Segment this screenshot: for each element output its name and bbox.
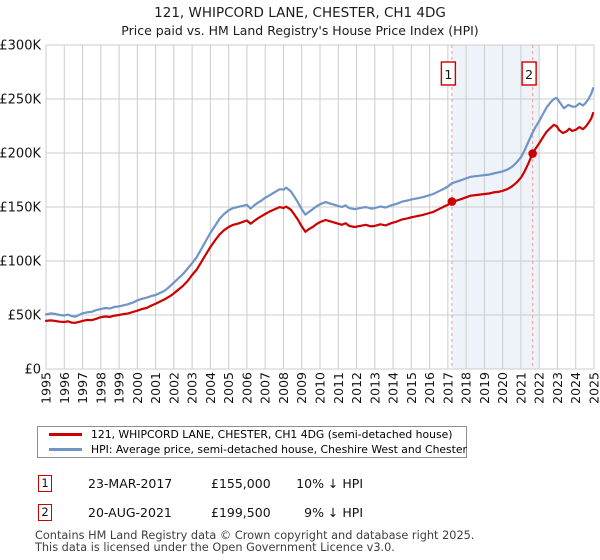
x-axis-label: 2018	[459, 372, 474, 404]
x-axis-label: 2024	[568, 372, 583, 404]
footnote-line-2: This data is licensed under the Open Gov…	[35, 540, 395, 554]
y-axis-label: £300K	[0, 39, 41, 54]
y-axis-label: £250K	[0, 93, 41, 108]
x-axis-label: 2011	[331, 372, 346, 404]
x-axis-label: 2012	[349, 372, 364, 404]
y-axis-label: £0	[24, 363, 41, 378]
sale-record-1: 1 23-MAR-2017 £155,000 10% ↓ HPI	[0, 475, 600, 495]
x-axis-label: 2020	[495, 372, 510, 404]
x-axis-label: 2004	[203, 372, 218, 404]
sale-1-price: £155,000	[211, 476, 271, 491]
hpi-line-swatch	[49, 448, 82, 451]
x-axis-label: 2022	[532, 372, 547, 404]
y-axis-label: £150K	[0, 201, 41, 216]
x-axis-label: 2021	[513, 372, 528, 404]
chart-legend: 121, WHIPCORD LANE, CHESTER, CH1 4DG (se…	[37, 426, 467, 458]
x-axis-label: 2019	[477, 372, 492, 404]
property-line-swatch	[49, 433, 82, 436]
sale-marker	[528, 149, 537, 158]
sale-flag	[521, 61, 537, 86]
sale-2-price: £199,500	[211, 505, 271, 520]
page-title: 121, WHIPCORD LANE, CHESTER, CH1 4DG	[154, 5, 446, 21]
y-axis-label: £200K	[0, 147, 41, 162]
legend-item-hpi: HPI: Average price, semi-detached house,…	[38, 442, 467, 457]
x-axis-label: 2014	[386, 372, 401, 404]
x-axis-label: 1999	[112, 372, 127, 404]
x-axis-label: 2013	[367, 372, 382, 404]
sale-2-hpi-difference: 9% ↓ HPI	[304, 505, 363, 520]
sale-flag-number: 1	[444, 67, 452, 82]
series-property-line	[44, 111, 595, 324]
sale-1-number-badge: 1	[38, 475, 52, 492]
footnote-line-1: Contains HM Land Registry data © Crown c…	[35, 529, 475, 542]
x-axis-label: 1996	[57, 372, 72, 404]
x-axis-label: 2005	[221, 372, 236, 404]
license-footnote: Contains HM Land Registry data © Crown c…	[35, 530, 474, 553]
sale-1-date: 23-MAR-2017	[88, 476, 173, 491]
x-axis-label: 2006	[239, 372, 254, 404]
sale-marker	[447, 197, 457, 206]
sale-record-2: 2 20-AUG-2021 £199,500 9% ↓ HPI	[0, 504, 600, 524]
x-axis-label: 1998	[93, 372, 108, 404]
x-axis-label: 2009	[294, 372, 309, 404]
x-axis-label: 2010	[313, 372, 328, 404]
y-axis-label: £100K	[0, 255, 41, 270]
x-axis-label: 2008	[276, 372, 291, 404]
sale-2-number-badge: 2	[38, 504, 52, 521]
x-axis-label: 2003	[185, 372, 200, 404]
sale-flag	[440, 61, 457, 86]
page-subtitle: Price paid vs. HM Land Registry's House …	[121, 23, 479, 38]
x-axis-label: 2016	[422, 372, 437, 404]
legend-label: HPI: Average price, semi-detached house,…	[91, 443, 467, 456]
x-axis-label: 2001	[148, 372, 163, 404]
x-axis-label: 2015	[404, 372, 419, 404]
sale-2-date: 20-AUG-2021	[88, 505, 172, 520]
x-axis-label: 1995	[39, 372, 54, 404]
series-hpi-line	[44, 87, 595, 318]
legend-item-property: 121, WHIPCORD LANE, CHESTER, CH1 4DG (se…	[38, 427, 466, 442]
y-axis-label: £50K	[8, 309, 42, 324]
x-axis-label: 2025	[587, 372, 600, 404]
x-axis-label: 2023	[550, 372, 565, 404]
x-axis-label: 2000	[130, 372, 145, 404]
x-axis-label: 2002	[166, 372, 181, 404]
x-axis-label: 2017	[440, 372, 455, 404]
plot-border	[45, 44, 595, 370]
x-axis-label: 2007	[258, 372, 273, 404]
x-axis-label: 1997	[75, 372, 90, 404]
sale-flag-number: 2	[525, 67, 533, 82]
legend-label: 121, WHIPCORD LANE, CHESTER, CH1 4DG (se…	[91, 428, 453, 441]
sale-1-hpi-difference: 10% ↓ HPI	[296, 476, 363, 491]
